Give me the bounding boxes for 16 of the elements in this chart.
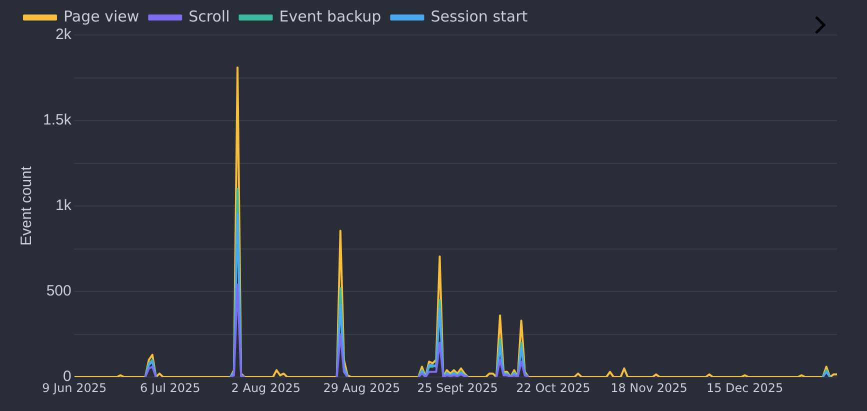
x-tick-label: 25 Sept 2025 xyxy=(417,381,498,396)
y-tick-label: 2k xyxy=(56,26,72,44)
y-tick-label: 1k xyxy=(56,197,72,214)
x-tick-label: 6 Jul 2025 xyxy=(140,381,200,396)
x-tick-label: 29 Aug 2025 xyxy=(323,381,400,396)
legend-label: Scroll xyxy=(188,7,230,26)
x-tick-label: 2 Aug 2025 xyxy=(231,381,301,396)
x-tick-label: 22 Oct 2025 xyxy=(516,381,590,396)
y-tick-label: 1.5k xyxy=(42,112,72,129)
legend-label: Event backup xyxy=(279,7,382,26)
y-tick-label: 500 xyxy=(46,282,72,300)
legend-label: Page view xyxy=(64,7,140,26)
x-tick-label: 18 Nov 2025 xyxy=(610,381,688,396)
legend-label: Session start xyxy=(430,7,528,26)
y-axis-title: Event count xyxy=(18,166,36,246)
x-tick-label: 15 Dec 2025 xyxy=(706,381,784,396)
